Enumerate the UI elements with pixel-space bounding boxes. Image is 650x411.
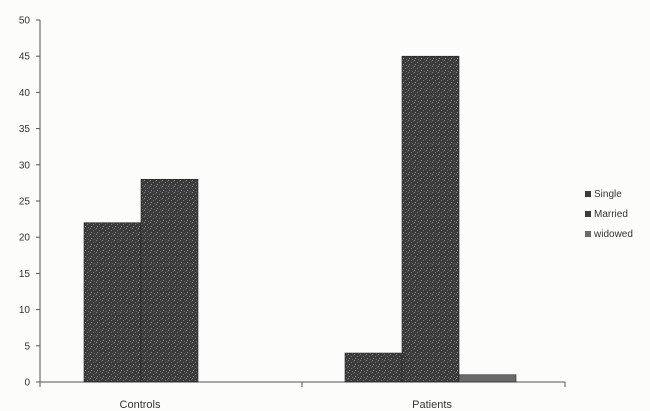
y-tick-label: 25: [19, 197, 31, 208]
bar-married-controls: [140, 178, 199, 383]
bar-single-patients: [344, 352, 403, 383]
legend-label: Married: [594, 209, 628, 220]
y-tick-label: 50: [19, 16, 31, 27]
legend: Single Married widowed: [585, 189, 633, 240]
y-axis: 0 5 10 15 20 25 30 35 40 45 50: [19, 16, 41, 389]
bar-single-controls: [83, 222, 142, 383]
legend-swatch: [585, 191, 591, 197]
y-tick-label: 40: [19, 88, 31, 99]
legend-swatch: [585, 231, 591, 237]
bar-married-patients: [401, 55, 460, 383]
bars: [83, 55, 517, 383]
y-tick-label: 30: [19, 160, 31, 171]
x-category-label: Patients: [412, 399, 452, 411]
y-tick-label: 45: [19, 52, 31, 63]
y-tick-label: 20: [19, 233, 31, 244]
x-axis: Controls Patients: [39, 381, 566, 411]
legend-label: widowed: [593, 229, 633, 240]
x-category-label: Controls: [120, 399, 161, 411]
y-tick-label: 10: [19, 305, 31, 316]
y-tick-label: 35: [19, 124, 31, 135]
y-tick-label: 0: [24, 378, 30, 389]
legend-label: Single: [594, 189, 622, 200]
y-tick-label: 5: [24, 341, 30, 352]
y-tick-label: 15: [19, 269, 31, 280]
legend-swatch: [585, 211, 591, 217]
bar-widowed-patients: [458, 374, 517, 383]
